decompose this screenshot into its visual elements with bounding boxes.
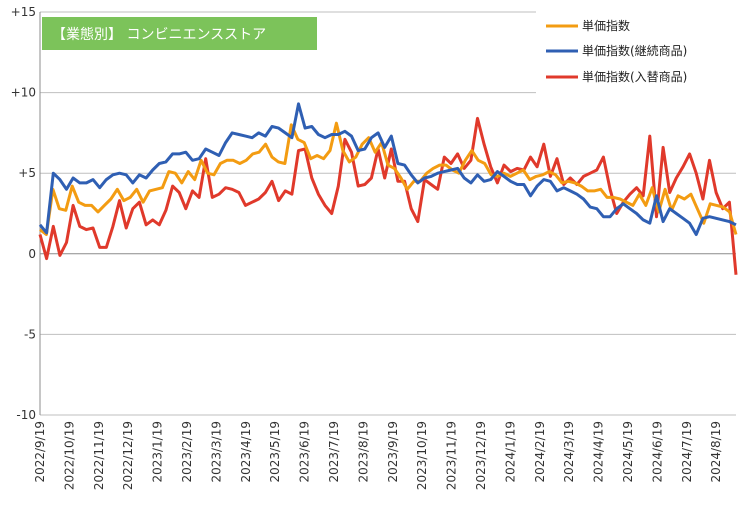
series-lines: [38, 102, 738, 275]
legend-label-replacement: 単価指数(入替商品): [582, 69, 687, 84]
x-tick-label: 2023/8/19: [356, 421, 370, 483]
legend-background: [536, 10, 742, 96]
x-tick-label: 2023/4/19: [239, 421, 253, 483]
y-tick-label: -5: [24, 327, 36, 341]
x-tick-label: 2022/9/19: [33, 421, 47, 483]
x-tick-label: 2024/8/19: [709, 421, 723, 483]
y-axis: +15 +10 +5 0 -5 -10: [11, 5, 36, 422]
series-line-unit-price: [39, 121, 738, 236]
x-tick-label: 2024/4/19: [592, 421, 606, 483]
x-tick-label: 2024/3/19: [562, 421, 576, 483]
series-line-continuing: [38, 102, 737, 236]
x-tick-label: 2024/6/19: [650, 421, 664, 483]
legend-label-unit-price: 単価指数: [582, 18, 630, 33]
y-tick-label: +15: [11, 5, 36, 19]
title-badge-background: [42, 17, 317, 50]
title-badge: 【業態別】 コンビニエンスストア: [42, 17, 317, 50]
x-tick-label: 2024/7/19: [680, 421, 694, 483]
x-tick-label: 2023/11/19: [445, 421, 459, 490]
x-tick-label: 2023/5/19: [268, 421, 282, 483]
x-tick-label: 2023/9/19: [386, 421, 400, 483]
x-tick-label: 2023/2/19: [180, 421, 194, 483]
y-tick-label: +5: [18, 166, 36, 180]
legend-label-continuing: 単価指数(継続商品): [582, 43, 687, 58]
x-axis: 2022/9/19 2022/10/19 2022/11/19 2022/12/19 2…: [33, 421, 723, 490]
x-tick-label: 2023/6/19: [298, 421, 312, 483]
x-tick-label: 2024/2/19: [533, 421, 547, 483]
x-tick-label: 2022/12/19: [121, 421, 135, 490]
y-tick-label: +10: [11, 86, 36, 100]
chart-title: 【業態別】 コンビニエンスストア: [52, 27, 266, 43]
x-tick-label: 2022/10/19: [62, 421, 76, 490]
x-tick-label: 2023/7/19: [327, 421, 341, 483]
y-tick-label: -10: [16, 408, 36, 422]
x-tick-label: 2024/5/19: [621, 421, 635, 483]
x-tick-label: 2023/10/19: [415, 421, 429, 490]
x-tick-label: 2022/11/19: [92, 421, 106, 490]
legend: 単価指数 単価指数(継続商品) 単価指数(入替商品): [536, 10, 742, 96]
x-tick-label: 2023/12/19: [474, 421, 488, 490]
x-tick-label: 2023/3/19: [209, 421, 223, 483]
x-tick-label: 2023/1/19: [151, 421, 165, 483]
grid-lines: [39, 11, 736, 416]
y-tick-label: 0: [28, 247, 36, 261]
x-tick-label: 2024/1/19: [503, 421, 517, 483]
